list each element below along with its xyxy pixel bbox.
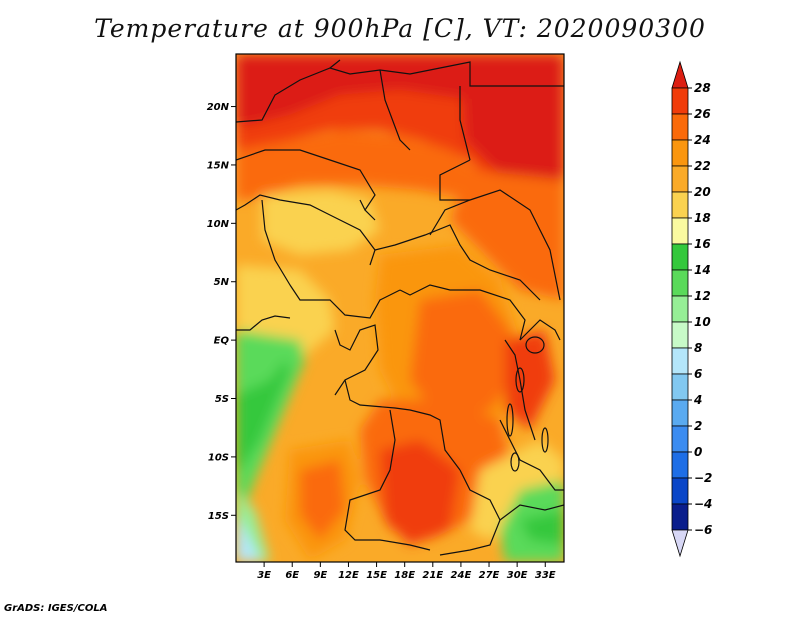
country-borders [236, 59, 564, 556]
lon-tick-label: 3E [257, 570, 271, 581]
map-title: Temperature at 900hPa [C], VT: 202009030… [94, 14, 706, 43]
lon-tick-label: 30E [507, 570, 528, 581]
lon-tick-label: 18E [394, 570, 415, 581]
colorbar-label: 12 [694, 289, 711, 303]
colorbar-label: 14 [694, 263, 711, 277]
colorbar-swatch [671, 243, 689, 271]
lon-tick-label: 6E [285, 570, 299, 581]
colorbar-swatch [671, 191, 689, 219]
colorbar-label: 4 [693, 393, 702, 407]
lat-tick-label: EQ [214, 336, 230, 347]
longitude-axis: 3E 6E 9E 12E 15E 18E 21E 24E 27E 30E 33E [257, 562, 556, 581]
colorbar-label: 6 [694, 367, 702, 381]
lakes [506, 336, 549, 472]
colorbar-swatch [671, 451, 689, 479]
colorbar-swatch [671, 321, 689, 349]
colorbar-swatch [671, 477, 689, 505]
map-frame [235, 53, 565, 563]
colorbar-label: 2 [694, 419, 702, 433]
colorbar-label: 28 [694, 81, 711, 95]
colorbar-swatch [671, 399, 689, 427]
colorbar-swatch [671, 60, 689, 89]
colorbar-label: 26 [694, 107, 711, 121]
colorbar-label: 20 [694, 185, 711, 199]
colorbar-swatch [671, 139, 689, 167]
colorbar-swatch [671, 373, 689, 401]
colorbar-label: −6 [694, 523, 712, 537]
colorbar-label: −4 [694, 497, 712, 511]
lat-tick-label: 10S [208, 452, 229, 463]
colorbar-swatch [671, 503, 689, 531]
lon-tick-label: 27E [479, 570, 500, 581]
grads-credit: GrADS: IGES/COLA [4, 603, 108, 614]
colorbar-label: 18 [694, 211, 711, 225]
lat-tick-label: 20N [207, 102, 230, 113]
lon-tick-label: 21E [422, 570, 443, 581]
colorbar-label: 24 [694, 133, 711, 147]
colorbar-label: 0 [694, 445, 702, 459]
colorbar-label: 8 [694, 341, 702, 355]
lat-tick-label: 5N [214, 277, 230, 288]
colorbar-swatch [671, 165, 689, 193]
lon-tick-label: 15E [366, 570, 387, 581]
lon-tick-label: 12E [338, 570, 359, 581]
colorbar-swatch [671, 217, 689, 245]
colorbar-label: −2 [694, 471, 712, 485]
colorbar-label: 22 [694, 159, 711, 173]
colorbar-swatch [671, 425, 689, 453]
lat-tick-label: 15N [207, 160, 230, 171]
colorbar-swatch [671, 347, 689, 375]
colorbar-swatch [671, 295, 689, 323]
lon-tick-label: 33E [535, 570, 556, 581]
lat-tick-label: 5S [215, 394, 229, 405]
lat-tick-label: 15S [208, 511, 229, 522]
colorbar-label: 16 [694, 237, 711, 251]
colorbar-swatch [671, 87, 689, 115]
colorbar-swatch [671, 269, 689, 297]
latitude-axis: 20N 15N 10N 5N EQ 5S 10S 15S [207, 102, 236, 522]
colorbar-swatch [671, 113, 689, 141]
colorbar-swatch [671, 529, 689, 558]
temperature-field [236, 54, 564, 562]
lat-tick-label: 10N [207, 219, 230, 230]
colorbar-label: 10 [694, 315, 711, 329]
lon-tick-label: 9E [313, 570, 327, 581]
lon-tick-label: 24E [451, 570, 472, 581]
